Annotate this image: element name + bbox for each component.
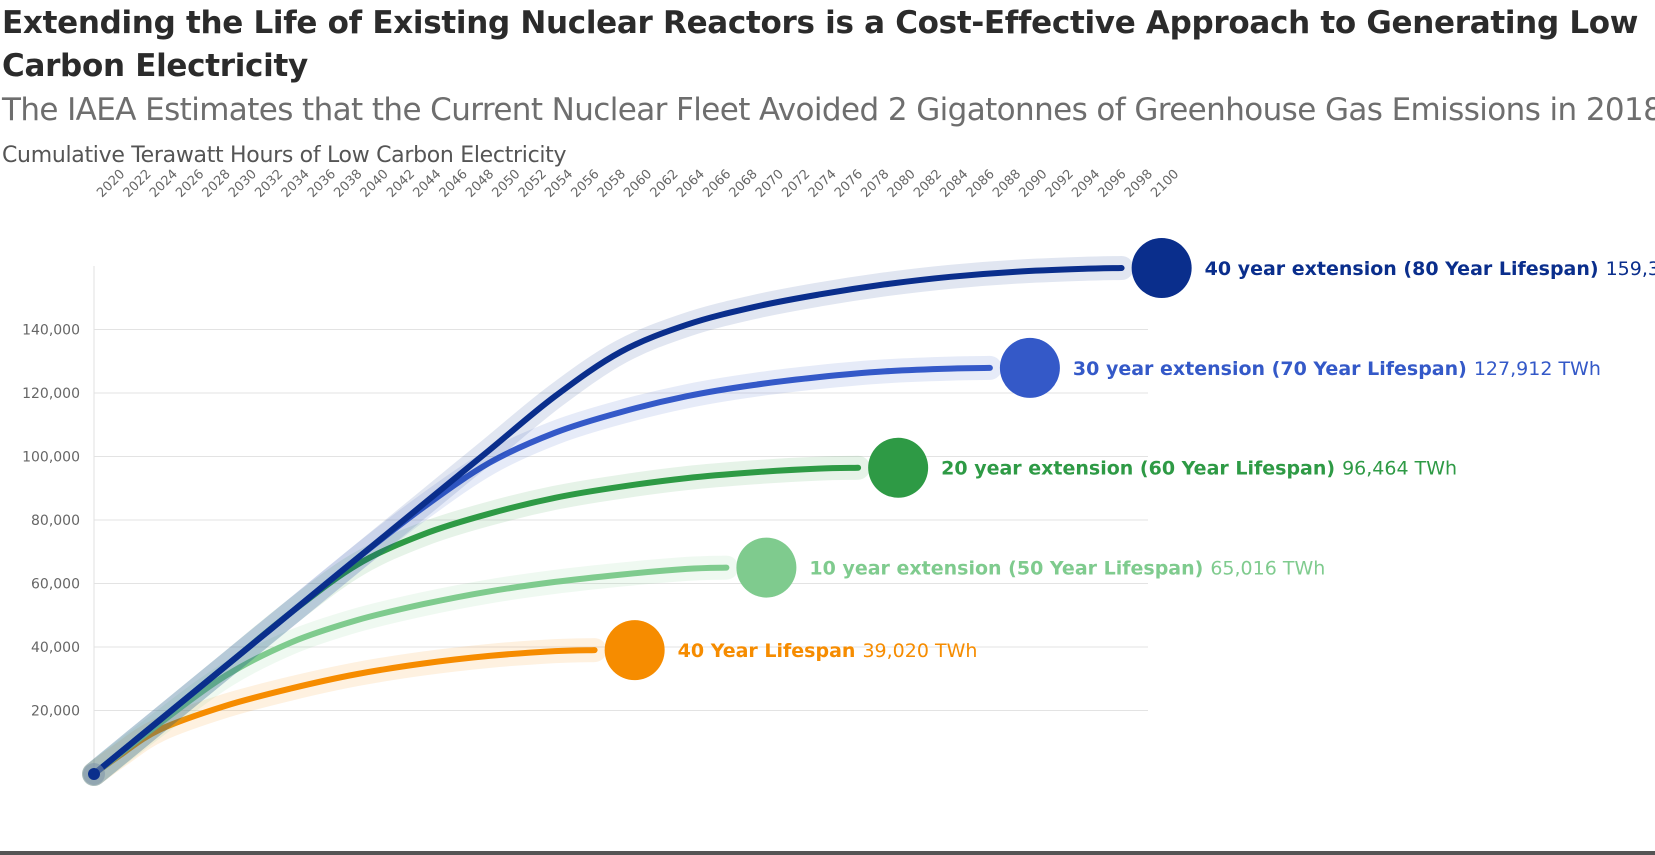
series-value: 65,016 TWh [1210, 558, 1325, 580]
x-tick-label: 2068 [727, 167, 761, 201]
y-tick-label: 80,000 [31, 513, 80, 529]
series-name: 20 year extension (60 Year Lifespan) [941, 458, 1335, 480]
gridlines [93, 266, 1148, 774]
x-tick-label: 2026 [173, 167, 207, 201]
x-tick-label: 2042 [384, 167, 418, 201]
x-tick-label: 2062 [648, 167, 682, 201]
y-tick-label: 140,000 [22, 323, 80, 339]
series-end-marker [736, 537, 797, 598]
x-tick-label: 2030 [226, 167, 260, 201]
x-tick-label: 2066 [700, 167, 734, 201]
series-label: 20 year extension (60 Year Lifespan) 96,4… [941, 458, 1457, 480]
x-tick-label: 2022 [121, 167, 155, 201]
x-tick-label: 2092 [1043, 167, 1077, 201]
series-end-marker [999, 337, 1060, 398]
series-name: 10 year extension (50 Year Lifespan) [809, 558, 1203, 580]
x-tick-label: 2072 [779, 167, 813, 201]
x-tick-label: 2024 [147, 167, 181, 201]
y-tick-label: 40,000 [31, 640, 80, 656]
x-tick-label: 2094 [1069, 167, 1103, 201]
x-tick-label: 2060 [621, 167, 655, 201]
x-tick-label: 2084 [937, 167, 971, 201]
x-tick-label: 2086 [964, 167, 998, 201]
series-line [91, 265, 1125, 777]
series-value: 127,912 TWh [1474, 358, 1601, 380]
x-tick-label: 2076 [832, 167, 866, 201]
x-tick-label: 2098 [1122, 167, 1156, 201]
x-tick-label: 2056 [569, 167, 603, 201]
x-tick-label: 2090 [1016, 167, 1050, 201]
x-tick-label: 2050 [489, 167, 523, 201]
series-label: 40 Year Lifespan 39,020 TWh [678, 640, 978, 662]
series-end-marker [604, 620, 665, 681]
series-label: 30 year extension (70 Year Lifespan) 127,… [1073, 358, 1601, 380]
origin-point [88, 768, 100, 780]
series-line [91, 564, 730, 777]
x-tick-label: 2054 [542, 167, 576, 201]
x-tick-label: 2032 [252, 167, 286, 201]
x-tick-label: 2070 [753, 167, 787, 201]
chart-subtitle: The IAEA Estimates that the Current Nucl… [2, 92, 1655, 128]
x-tick-label: 2100 [1148, 167, 1182, 201]
x-tick-label: 2096 [1096, 167, 1130, 201]
x-tick-label: 2052 [516, 167, 550, 201]
x-axis-ticks: 2020202220242026202820302032203420362038… [94, 167, 1182, 201]
x-tick-label: 2028 [200, 167, 234, 201]
x-tick-label: 2064 [674, 167, 708, 201]
series-end-marker [868, 437, 929, 498]
x-tick-label: 2034 [279, 167, 313, 201]
y-tick-label: 100,000 [22, 450, 80, 466]
series-value: 39,020 TWh [862, 640, 977, 662]
series-label: 40 year extension (80 Year Lifespan) 159,… [1205, 258, 1655, 280]
y-axis-label: Cumulative Terawatt Hours of Low Carbon … [2, 143, 567, 168]
y-axis-ticks: 20,000 40,000 60,000 80,000 100,000 120,000 14… [22, 323, 80, 720]
x-tick-label: 2036 [305, 167, 339, 201]
series-name: 40 year extension (80 Year Lifespan) [1205, 258, 1599, 280]
end-markers [83, 238, 1192, 785]
x-tick-label: 2038 [331, 167, 365, 201]
bottom-border [0, 851, 1655, 855]
series-lines [82, 256, 1134, 786]
x-tick-label: 2082 [911, 167, 945, 201]
y-tick-label: 120,000 [22, 386, 80, 402]
x-tick-label: 2020 [94, 167, 128, 201]
series-name: 30 year extension (70 Year Lifespan) [1073, 358, 1467, 380]
x-tick-label: 2088 [990, 167, 1024, 201]
y-tick-label: 20,000 [31, 704, 80, 720]
series-label: 10 year extension (50 Year Lifespan) 65,0… [809, 558, 1325, 580]
x-tick-label: 2048 [463, 167, 497, 201]
x-tick-label: 2074 [806, 167, 840, 201]
series-labels: 40 Year Lifespan 39,020 TWh 10 year extens… [678, 258, 1655, 662]
x-tick-label: 2078 [858, 167, 892, 201]
series-value: 96,464 TWh [1342, 458, 1457, 480]
series-name: 40 Year Lifespan [678, 640, 856, 662]
series-halo [82, 455, 871, 786]
x-tick-label: 2046 [437, 167, 471, 201]
x-tick-label: 2058 [595, 167, 629, 201]
chart-title: Extending the Life of Existing Nuclear R… [2, 5, 1639, 84]
x-tick-label: 2080 [885, 167, 919, 201]
x-tick-label: 2040 [358, 167, 392, 201]
series-end-marker [1131, 238, 1192, 299]
series-value: 159,361 TWh [1606, 258, 1655, 280]
y-tick-label: 60,000 [31, 577, 80, 593]
x-tick-label: 2044 [410, 167, 444, 201]
